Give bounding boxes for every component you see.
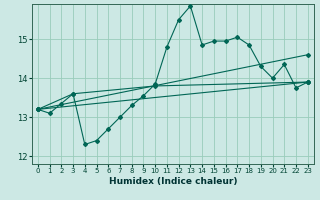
X-axis label: Humidex (Indice chaleur): Humidex (Indice chaleur) xyxy=(108,177,237,186)
